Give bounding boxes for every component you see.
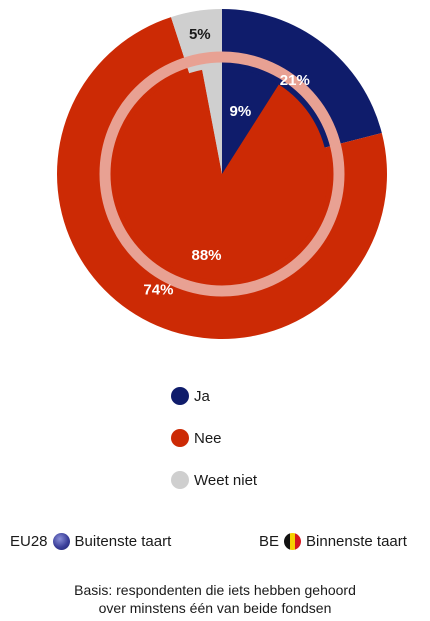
outer-pie-label: Buitenste taart [74, 533, 172, 550]
legend-swatch-ja [171, 387, 189, 405]
pie-chart: 21% 74% 5% 9% 88% [56, 9, 387, 339]
outer-pie-key: EU28 Buitenste taart [10, 533, 171, 550]
outer-pie-code: EU28 [10, 533, 48, 550]
inner-pie-label: Binnenste taart [306, 533, 407, 550]
slice-labels: 21% 74% 5% 9% 88% [143, 26, 309, 299]
inner-pie-ring [99, 51, 345, 297]
belgium-flag-icon [284, 533, 302, 550]
inner-pie [115, 68, 328, 281]
inner-slice-label-nee: 88% [191, 247, 221, 264]
legend-label-weet-niet: Weet niet [194, 471, 258, 489]
legend-label-nee: Nee [194, 429, 222, 447]
base-note: Basis: respondenten die iets hebben geho… [0, 581, 430, 617]
inner-pie-code: BE [259, 533, 280, 550]
inner-slice-nee [115, 69, 328, 281]
legend-item-ja: Ja [171, 386, 257, 406]
outer-slice-label-ja: 21% [280, 72, 310, 89]
eu-flag-icon [52, 533, 70, 550]
inner-slice-label-ja: 9% [229, 103, 251, 120]
legend-label-ja: Ja [194, 387, 210, 405]
outer-slice-label-nee: 74% [143, 282, 173, 299]
inner-slice-weet-niet [202, 68, 222, 174]
legend-swatch-weet-niet [171, 471, 189, 489]
outer-slice-label-weet-niet: 5% [189, 26, 211, 43]
legend-swatch-nee [171, 429, 189, 447]
base-note-line-1: Basis: respondenten die iets hebben geho… [74, 582, 356, 598]
legend-item-nee: Nee [171, 428, 257, 448]
inner-slice-ja [222, 68, 279, 174]
base-note-line-2: over minstens één van beide fondsen [98, 600, 332, 616]
legend-item-weet-niet: Weet niet [171, 470, 257, 490]
legend: Ja Nee Weet niet [171, 386, 257, 512]
inner-pie-key: BE Binnenste taart [259, 533, 407, 550]
